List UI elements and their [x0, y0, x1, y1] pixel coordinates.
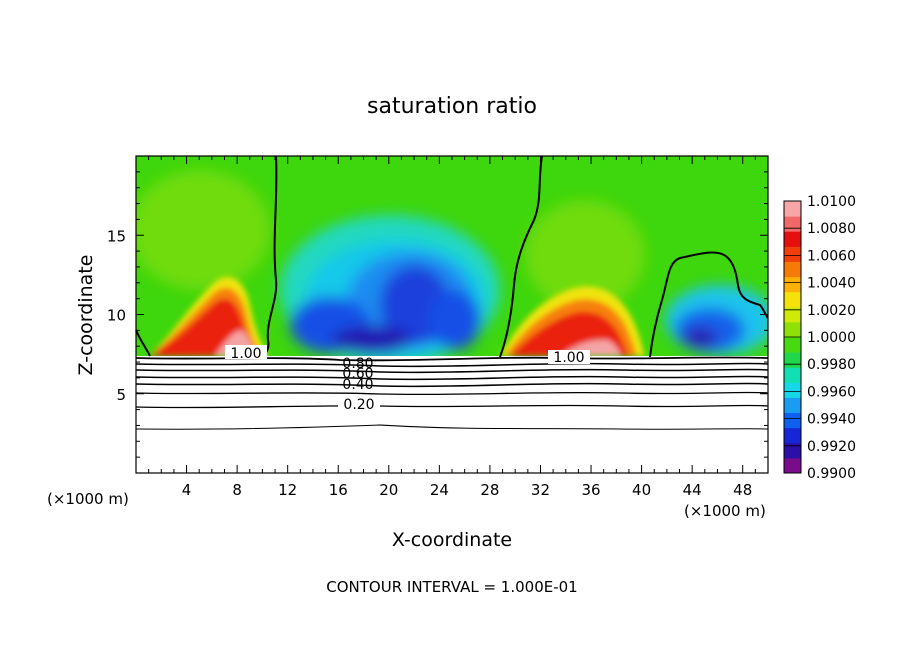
field-patch: [682, 328, 718, 348]
contour-line-7: [135, 391, 769, 396]
colorbar-segment: [784, 216, 801, 232]
contour-label-bg: [548, 350, 590, 364]
x-tick-label: 8: [232, 481, 242, 499]
contour-line-9: [135, 424, 769, 430]
x-unit-left: (×1000 m): [47, 490, 129, 508]
field-patch: [332, 326, 412, 354]
colorbar-label: 1.0060: [807, 248, 856, 264]
colorbar-segment: [784, 246, 801, 262]
colorbar-segment: [784, 276, 801, 293]
x-tick-label: 12: [278, 481, 297, 499]
contour-label: 1.00: [553, 350, 584, 366]
field-patch: [429, 290, 481, 350]
y-tick-label: 10: [107, 307, 126, 325]
colorbar-segment: [784, 337, 801, 353]
colorbar-segment: [784, 427, 801, 444]
x-tick-label: 32: [531, 481, 550, 499]
contour-label: 1.00: [230, 346, 261, 362]
colorbar-label: 0.9940: [807, 412, 856, 428]
contour-line-4: [135, 368, 769, 374]
colorbar-segment: [784, 201, 801, 217]
colorbar-label: 0.9980: [807, 357, 856, 373]
contour-line-1-mid: [499, 155, 543, 358]
contour-interval-text: CONTOUR INTERVAL = 1.000E-01: [326, 578, 577, 596]
contour-label: 0.40: [342, 377, 373, 393]
contours: [135, 155, 769, 430]
x-tick-label: 48: [733, 481, 752, 499]
x-axis-label: X-coordinate: [392, 529, 512, 551]
colorbar-label: 0.9960: [807, 384, 856, 400]
colorbar-label: 1.0040: [807, 276, 856, 292]
colorbar-label: 1.0080: [807, 221, 856, 237]
colorbar-label: 1.0100: [807, 194, 856, 210]
colorbar-segment: [784, 457, 801, 474]
x-axis-ticks: 4 8 12 16 20 24 28 32 36 40 44 48: [135, 156, 769, 499]
colorbar-segment: [784, 231, 801, 247]
colorbar-segment: [784, 367, 801, 383]
colorbar-segment: [784, 382, 801, 398]
colorbar-segment: [784, 306, 801, 323]
x-tick-label: 16: [329, 481, 348, 499]
y-axis-ticks: 5 10 15: [107, 155, 768, 474]
contour-label: 0.20: [343, 397, 374, 413]
contour-label-bg: [225, 345, 267, 359]
y-tick-label: 5: [116, 386, 126, 404]
contour-line-6: [135, 382, 769, 388]
x-tick-label: 4: [182, 481, 192, 499]
contour-label: 0.60: [342, 366, 373, 382]
field-patch: [525, 200, 645, 310]
x-tick-label: 20: [379, 481, 398, 499]
colorbar-label: 0.9920: [807, 439, 856, 455]
contour-label-bg: [338, 396, 380, 410]
colorbar-label: 0.9900: [807, 466, 856, 482]
contour-line-8: [135, 404, 769, 409]
contour-line-1-left-edge: [135, 329, 151, 357]
x-unit-right: (×1000 m): [684, 502, 766, 520]
contour-line-3: [135, 362, 769, 368]
contour-line-5: [135, 375, 769, 381]
x-tick-label: 44: [683, 481, 702, 499]
colorbar-segment: [784, 442, 801, 459]
colorbar: 1.0100 1.0080 1.0060 1.0040 1.0020 1.0000 0.99…: [783, 194, 856, 482]
colorbar-segment: [784, 261, 801, 278]
contour-line-1-right: [649, 251, 769, 358]
colorbar-segments: [784, 201, 801, 474]
colorbar-segment: [784, 321, 801, 338]
x-tick-label: 40: [632, 481, 651, 499]
field-patch: [136, 170, 270, 290]
colorbar-label: 1.0020: [807, 303, 856, 319]
colorbar-labels: 1.0100 1.0080 1.0060 1.0040 1.0020 1.0000 0.99…: [784, 194, 856, 482]
lower-domain: [136, 357, 768, 473]
field-map: [136, 156, 768, 356]
y-axis-label: Z-coordinate: [75, 255, 97, 376]
colorbar-segment: [784, 291, 801, 308]
x-tick-label: 28: [480, 481, 499, 499]
colorbar-segment: [784, 352, 801, 368]
y-tick-label: 15: [107, 227, 126, 245]
x-tick-label: 24: [430, 481, 449, 499]
colorbar-segment: [784, 412, 801, 429]
contour-labels: 1.00 0.80 0.60 0.40 0.20 1.00: [225, 345, 590, 413]
x-tick-label: 36: [581, 481, 600, 499]
colorbar-segment: [784, 397, 801, 414]
contour-line-1-left: [261, 155, 278, 358]
contour-label: 0.80: [342, 356, 373, 372]
chart-title: saturation ratio: [367, 94, 537, 119]
colorbar-label: 1.0000: [807, 330, 856, 346]
